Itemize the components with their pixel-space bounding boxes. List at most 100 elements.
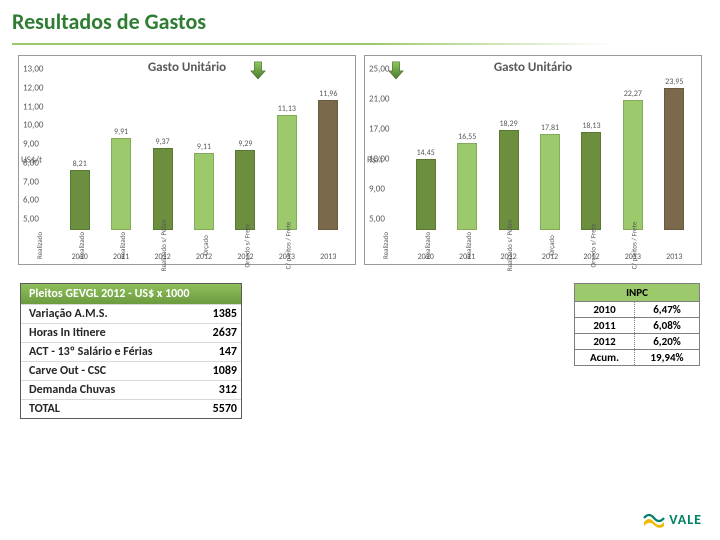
y-tick: 9,00 xyxy=(23,139,39,150)
chart-title: Gasto Unitário xyxy=(365,56,701,77)
y-tick: 12,00 xyxy=(23,82,44,93)
bar-rect xyxy=(111,138,131,230)
bar: 14,45 xyxy=(416,159,436,230)
y-tick: 11,00 xyxy=(23,101,44,112)
table-row: Demanda Chuvas312 xyxy=(21,380,241,399)
y-tick: 21,00 xyxy=(369,94,390,105)
bar-value: 9,91 xyxy=(101,127,141,137)
y-tick: 17,00 xyxy=(369,124,390,135)
cell-key: Horas In Itinere xyxy=(21,324,191,342)
bar: 18,29 xyxy=(499,130,519,230)
y-tick: 7,00 xyxy=(23,176,39,187)
bar: 17,81 xyxy=(540,134,560,230)
pleitos-table: Pleitos GEVGL 2012 - US$ x 1000 Variação… xyxy=(20,283,242,419)
bar-value: 16,55 xyxy=(447,132,487,142)
x-label: Realizado xyxy=(376,241,396,250)
bar-value: 9,29 xyxy=(225,139,265,149)
inpc-header: INPC xyxy=(574,283,700,302)
down-arrow-icon xyxy=(249,60,267,80)
bar: 8,21 xyxy=(70,170,90,230)
bar-value: 18,13 xyxy=(571,121,611,131)
y-tick: 13,00 xyxy=(23,64,44,75)
cell-key: ACT - 13º Salário e Férias xyxy=(21,343,191,361)
bar-rect xyxy=(623,100,643,230)
y-tick: 5,00 xyxy=(369,214,385,225)
bar-rect xyxy=(235,150,255,230)
y-tick: 5,00 xyxy=(23,214,39,225)
cell-key: 2011 xyxy=(575,318,635,333)
x-label: Realizado s/ Pelim xyxy=(500,241,520,250)
y-tick: 25,00 xyxy=(369,64,390,75)
cell-val: 312 xyxy=(191,381,241,399)
bar-rect xyxy=(416,159,436,230)
inpc-table: INPC 20106,47%20116,08%20126,20%Acum.19,… xyxy=(574,283,700,419)
x-label: Realizado xyxy=(417,241,437,250)
bottom-row: Pleitos GEVGL 2012 - US$ x 1000 Variação… xyxy=(0,275,720,427)
bar-rect xyxy=(318,100,338,231)
x-label: Orçado s/ Frete xyxy=(583,241,603,250)
vale-logo: VALE xyxy=(643,510,702,528)
cell-key: Carve Out - CSC xyxy=(21,362,191,380)
chart-usd: Gasto Unitário US$/t 5,006,007,008,009,0… xyxy=(18,55,356,265)
bar-rect xyxy=(277,115,297,230)
plot-area: 5,006,007,008,009,0010,0011,0012,0013,00… xyxy=(59,80,349,230)
x-label: C/ pleitos / Frete xyxy=(624,241,644,250)
bar-value: 11,96 xyxy=(308,89,348,99)
cell-val: 2637 xyxy=(191,324,241,342)
page-title: Resultados de Gastos xyxy=(0,0,720,43)
y-tick: 9,00 xyxy=(369,184,385,195)
table-row: 20106,47% xyxy=(574,302,700,318)
bar: 23,95 xyxy=(664,88,684,230)
y-tick: 10,00 xyxy=(23,120,44,131)
x-label: Orçado xyxy=(195,241,215,250)
bar: 9,37 xyxy=(153,148,173,230)
cell-val: 6,20% xyxy=(635,334,699,349)
bar-rect xyxy=(499,130,519,230)
table-row: ACT - 13º Salário e Férias147 xyxy=(21,342,241,361)
bar-value: 9,11 xyxy=(184,142,224,152)
bar-value: 8,21 xyxy=(60,159,100,169)
bar-rect xyxy=(540,134,560,230)
cell-key: 2012 xyxy=(575,334,635,349)
cell-val: 1089 xyxy=(191,362,241,380)
chart-title: Gasto Unitário xyxy=(19,56,355,77)
table-row: Acum.19,94% xyxy=(574,350,700,366)
bar: 16,55 xyxy=(457,143,477,230)
x-label: Realizado xyxy=(113,241,133,250)
bar: 9,91 xyxy=(111,138,131,230)
x-year: 2013 xyxy=(659,252,689,262)
charts-row: Gasto Unitário US$/t 5,006,007,008,009,0… xyxy=(0,45,720,275)
bar: 9,11 xyxy=(194,153,214,230)
x-label: Orçado xyxy=(541,241,561,250)
bar-value: 18,29 xyxy=(489,119,529,129)
logo-text: VALE xyxy=(669,511,702,528)
cell-val: 6,08% xyxy=(635,318,699,333)
bar-rect xyxy=(153,148,173,230)
cell-key: TOTAL xyxy=(21,400,191,418)
logo-icon xyxy=(643,510,665,528)
table-row: Horas In Itinere2637 xyxy=(21,323,241,342)
chart-brl: Gasto Unitário R$/t 5,009,0013,0017,0021… xyxy=(364,55,702,265)
bar: 11,13 xyxy=(277,115,297,230)
bar-value: 11,13 xyxy=(267,104,307,114)
bar-value: 23,95 xyxy=(654,77,694,87)
pleitos-header: Pleitos GEVGL 2012 - US$ x 1000 xyxy=(21,284,241,304)
cell-key: Demanda Chuvas xyxy=(21,381,191,399)
table-row: Variação A.M.S.1385 xyxy=(21,304,241,323)
y-tick: 6,00 xyxy=(23,195,39,206)
bar-value: 22,27 xyxy=(613,89,653,99)
cell-val: 147 xyxy=(191,343,241,361)
x-label: Realizado xyxy=(71,241,91,250)
y-tick: 13,00 xyxy=(369,154,390,165)
bar-rect xyxy=(457,143,477,230)
cell-val: 5570 xyxy=(191,400,241,418)
y-tick: 8,00 xyxy=(23,157,39,168)
x-label: Realizado s/ Pelim xyxy=(154,241,174,250)
bar: 11,96 xyxy=(318,100,338,231)
x-label: Realizado xyxy=(30,241,50,250)
cell-val: 1385 xyxy=(191,305,241,323)
x-label: Orçado s/ Frete xyxy=(237,241,257,250)
bar-rect xyxy=(664,88,684,230)
bar-rect xyxy=(581,132,601,230)
plot-area: 5,009,0013,0017,0021,0025,0014,4516,5518… xyxy=(405,80,695,230)
